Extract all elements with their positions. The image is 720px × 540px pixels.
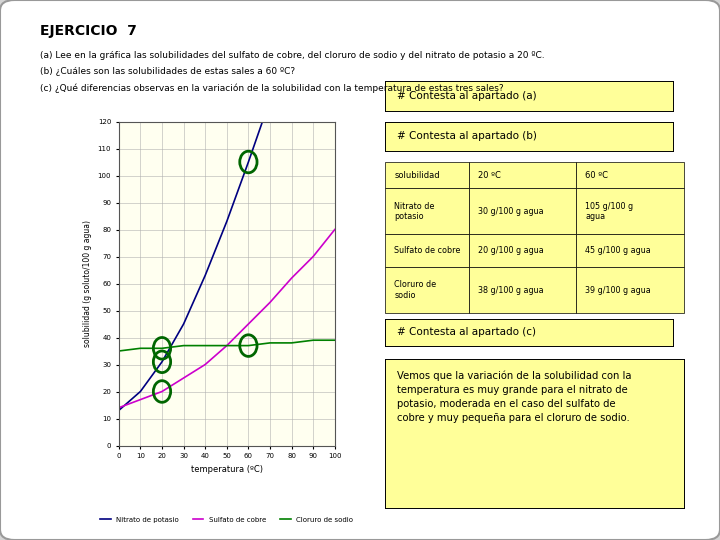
FancyBboxPatch shape (469, 162, 577, 188)
Text: 60 ºC: 60 ºC (585, 171, 608, 180)
Text: 30 g/100 g agua: 30 g/100 g agua (478, 207, 544, 216)
Y-axis label: solubilidad (g soluto/100 g agua): solubilidad (g soluto/100 g agua) (83, 220, 92, 347)
X-axis label: temperatura (ºC): temperatura (ºC) (191, 465, 263, 474)
Legend: Nitrato de potasio, Sulfato de cobre, Cloruro de sodio: Nitrato de potasio, Sulfato de cobre, Cl… (98, 514, 356, 525)
Text: 45 g/100 g agua: 45 g/100 g agua (585, 246, 651, 255)
Text: solubilidad: solubilidad (394, 171, 440, 180)
Text: Vemos que la variación de la solubilidad con la
temperatura es muy grande para e: Vemos que la variación de la solubilidad… (397, 371, 631, 423)
Text: 38 g/100 g agua: 38 g/100 g agua (478, 286, 544, 295)
FancyBboxPatch shape (469, 188, 577, 234)
Text: 20 g/100 g agua: 20 g/100 g agua (478, 246, 544, 255)
FancyBboxPatch shape (469, 267, 577, 313)
Text: 39 g/100 g agua: 39 g/100 g agua (585, 286, 651, 295)
Text: Cloruro de
sodio: Cloruro de sodio (394, 280, 436, 300)
FancyBboxPatch shape (385, 267, 469, 313)
FancyBboxPatch shape (577, 162, 684, 188)
FancyBboxPatch shape (385, 162, 469, 188)
Text: 105 g/100 g
agua: 105 g/100 g agua (585, 201, 634, 221)
FancyBboxPatch shape (577, 267, 684, 313)
FancyBboxPatch shape (577, 234, 684, 267)
Text: Nitrato de
potasio: Nitrato de potasio (394, 201, 435, 221)
Text: (a) Lee en la gráfica las solubilidades del sulfato de cobre, del cloruro de sod: (a) Lee en la gráfica las solubilidades … (40, 51, 544, 60)
Text: # Contesta al apartado (a): # Contesta al apartado (a) (397, 91, 536, 101)
Text: (c) ¿Qué diferencias observas en la variación de la solubilidad con la temperatu: (c) ¿Qué diferencias observas en la vari… (40, 84, 503, 93)
FancyBboxPatch shape (385, 188, 469, 234)
Text: (b) ¿Cuáles son las solubilidades de estas sales a 60 ºC?: (b) ¿Cuáles son las solubilidades de est… (40, 68, 294, 77)
Text: # Contesta al apartado (c): # Contesta al apartado (c) (397, 327, 536, 337)
FancyBboxPatch shape (385, 234, 469, 267)
Text: 20 ºC: 20 ºC (478, 171, 500, 180)
FancyBboxPatch shape (577, 188, 684, 234)
Text: Sulfato de cobre: Sulfato de cobre (394, 246, 461, 255)
FancyBboxPatch shape (469, 234, 577, 267)
Text: # Contesta al apartado (b): # Contesta al apartado (b) (397, 131, 536, 141)
Text: EJERCICIO  7: EJERCICIO 7 (40, 24, 137, 38)
